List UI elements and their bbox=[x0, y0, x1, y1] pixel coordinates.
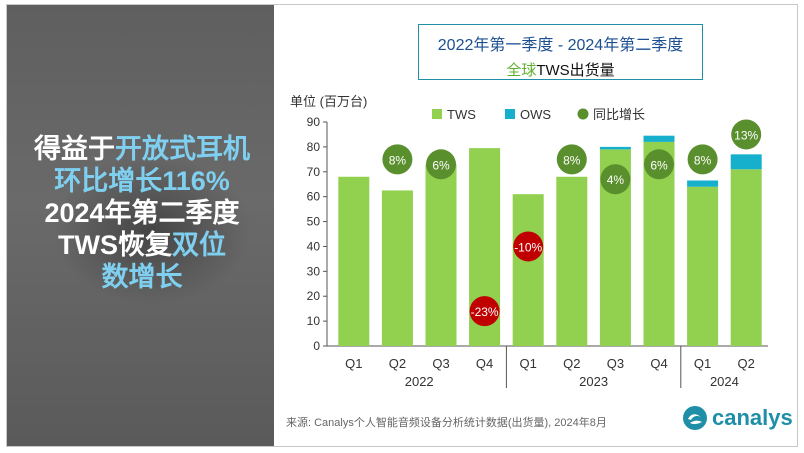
headline-line2-a: 环比增长 bbox=[54, 166, 163, 196]
x-tick-label: Q1 bbox=[694, 356, 711, 371]
yoy-marker bbox=[556, 144, 587, 175]
bar-tws bbox=[687, 186, 719, 346]
left-panel: 得益于开放式耳机 环比增长116% 2024年第二季度 TWS恢复双位 数增长 bbox=[7, 5, 274, 446]
yoy-label: -23% bbox=[471, 305, 499, 319]
y-axis-label: 单位 (百万台) bbox=[290, 94, 367, 109]
x-tick-label: Q1 bbox=[345, 356, 362, 371]
bar-tws bbox=[730, 169, 762, 346]
legend-label: OWS bbox=[520, 107, 551, 122]
legend-label: 同比增长 bbox=[593, 107, 645, 122]
yoy-label: -10% bbox=[514, 240, 542, 254]
yoy-label: 8% bbox=[694, 153, 712, 167]
bar-tws bbox=[512, 194, 544, 346]
bar-ows bbox=[730, 154, 762, 170]
bar-tws bbox=[556, 176, 588, 346]
bar-ows bbox=[599, 146, 631, 150]
y-tick-label: 80 bbox=[307, 140, 321, 154]
y-tick-label: 30 bbox=[307, 264, 321, 278]
x-tick-label: Q2 bbox=[738, 356, 755, 371]
y-tick-label: 0 bbox=[313, 339, 320, 353]
chart-title-box: 2022年第一季度 - 2024年第二季度 全球TWS出货量 bbox=[418, 24, 703, 80]
headline-line3: 2024年第二季度 bbox=[44, 198, 240, 228]
yoy-label: 13% bbox=[734, 128, 758, 142]
headline-line2-b: 116% bbox=[162, 166, 230, 196]
headline-line1-a: 得益于 bbox=[34, 134, 115, 164]
chart-subtitle-global: 全球 bbox=[506, 62, 537, 79]
yoy-marker bbox=[687, 144, 718, 175]
yoy-marker bbox=[600, 164, 631, 195]
headline-line5: 数增长 bbox=[101, 262, 183, 292]
chart-subtitle-rest: TWS出货量 bbox=[536, 62, 615, 79]
yoy-marker bbox=[731, 119, 762, 150]
x-tick-label: Q2 bbox=[563, 356, 580, 371]
canalys-logo: canalys bbox=[682, 404, 793, 432]
x-tick-label: Q3 bbox=[607, 356, 624, 371]
chart-subtitle: 全球TWS出货量 bbox=[419, 59, 702, 80]
chart-title: 2022年第一季度 - 2024年第二季度 bbox=[437, 37, 684, 54]
yoy-marker bbox=[513, 231, 544, 262]
x-tick-label: Q2 bbox=[389, 356, 406, 371]
bar-ows bbox=[687, 180, 719, 187]
source-note: 来源: Canalys个人智能音频设备分析统计数据(出货量), 2024年8月 bbox=[286, 417, 607, 429]
legend-label: TWS bbox=[447, 107, 476, 122]
y-tick-label: 50 bbox=[307, 215, 321, 229]
bar-tws bbox=[381, 190, 413, 346]
yoy-label: 4% bbox=[607, 173, 625, 187]
x-year-label: 2022 bbox=[405, 374, 434, 389]
yoy-label: 6% bbox=[432, 158, 450, 172]
slide-frame bbox=[6, 4, 798, 447]
x-tick-label: Q4 bbox=[650, 356, 667, 371]
yoy-marker bbox=[382, 144, 413, 175]
x-tick-label: Q3 bbox=[432, 356, 449, 371]
bar-tws bbox=[425, 164, 457, 346]
headline-line1-b: 开放式耳机 bbox=[115, 134, 250, 164]
x-tick-label: Q4 bbox=[476, 356, 493, 371]
x-year-label: 2023 bbox=[579, 374, 608, 389]
x-tick-label: Q1 bbox=[520, 356, 537, 371]
y-tick-label: 70 bbox=[307, 165, 321, 179]
y-tick-label: 60 bbox=[307, 190, 321, 204]
yoy-label: 8% bbox=[389, 153, 407, 167]
y-tick-label: 90 bbox=[307, 115, 321, 129]
y-tick-label: 40 bbox=[307, 239, 321, 253]
yoy-label: 6% bbox=[650, 158, 668, 172]
headline-line4-a: TWS恢复 bbox=[58, 230, 172, 260]
yoy-marker bbox=[469, 296, 500, 327]
x-year-label: 2024 bbox=[710, 374, 739, 389]
canalys-logo-icon bbox=[683, 406, 707, 430]
earbud-image bbox=[52, 155, 252, 305]
canalys-logo-text: canalys bbox=[712, 405, 793, 430]
headline: 得益于开放式耳机 环比增长116% 2024年第二季度 TWS恢复双位 数增长 bbox=[17, 133, 267, 293]
legend-swatch bbox=[505, 109, 515, 119]
yoy-label: 8% bbox=[563, 153, 581, 167]
bar-ows bbox=[643, 135, 675, 142]
bar-tws bbox=[338, 176, 370, 346]
legend-swatch bbox=[432, 109, 442, 119]
y-tick-label: 20 bbox=[307, 289, 321, 303]
yoy-marker bbox=[644, 149, 674, 180]
legend-swatch bbox=[577, 108, 589, 120]
headline-line4-b: 双位 bbox=[172, 230, 226, 260]
y-tick-label: 10 bbox=[307, 314, 321, 328]
yoy-marker bbox=[426, 149, 456, 180]
